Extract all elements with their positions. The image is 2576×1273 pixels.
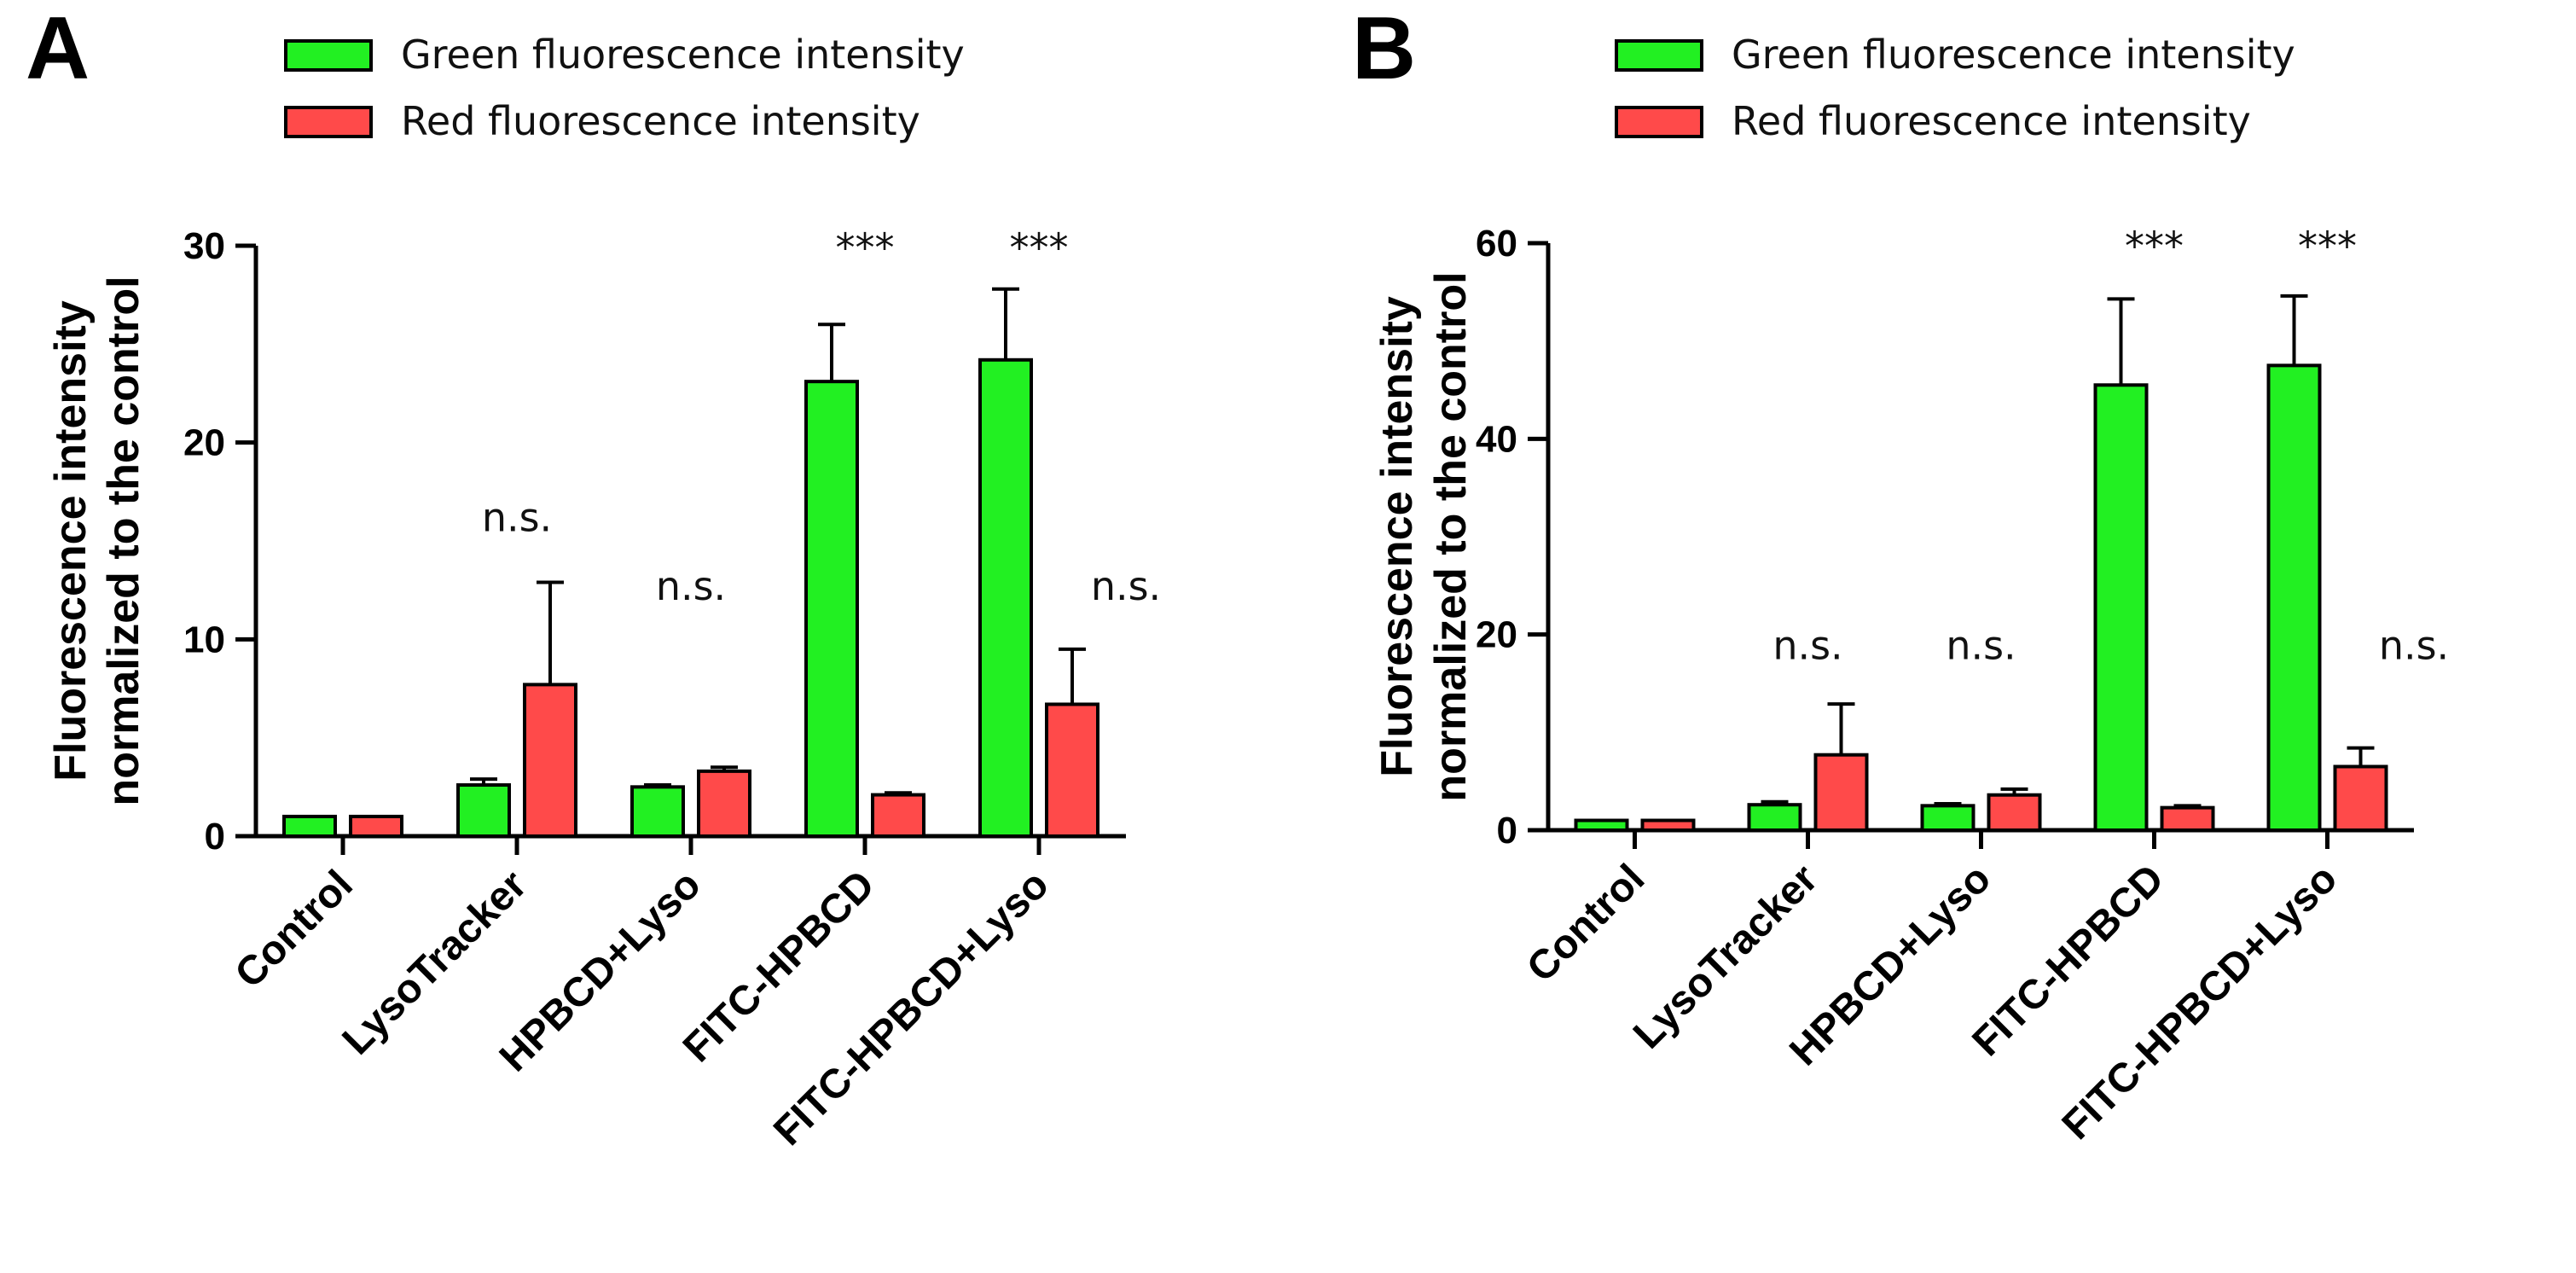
bar-red <box>697 769 751 839</box>
y-axis-label-line2: normalized to the control <box>1426 271 1476 801</box>
y-tick-label: 30 <box>183 225 225 267</box>
bar-green <box>1574 818 1629 832</box>
bar-green <box>804 380 859 839</box>
significance-label: n.s. <box>656 563 726 609</box>
y-tick-label: 10 <box>183 619 225 660</box>
panel-a: A Green fluorescence intensity Red fluores… <box>26 0 1161 1154</box>
legend-label-green: Green fluorescence intensity <box>401 32 965 78</box>
significance-label: *** <box>1010 224 1069 270</box>
y-tick-label: 20 <box>183 422 225 464</box>
bar-red <box>1640 818 1696 832</box>
significance-label: n.s. <box>2379 622 2449 668</box>
panel-letter: B <box>1352 0 1416 98</box>
legend-swatch-red <box>284 106 373 138</box>
significance-label: n.s. <box>1946 622 2016 668</box>
significance-label: n.s. <box>1772 622 1842 668</box>
y-tick-label: 60 <box>1476 223 1517 264</box>
y-axis-label-line1: Fluorescence intensity <box>46 300 96 782</box>
y-tick-label: 20 <box>1476 614 1517 656</box>
x-tick-label: Control <box>1518 856 1653 991</box>
bar-green <box>1920 804 1976 832</box>
legend-swatch-red <box>1615 106 1703 138</box>
significance-label: *** <box>2125 223 2184 269</box>
significance-label: n.s. <box>1091 563 1161 609</box>
y-tick-label: 40 <box>1476 418 1517 460</box>
bar-green <box>282 814 337 839</box>
bar-green <box>630 785 685 838</box>
significance-label: *** <box>836 224 895 270</box>
bar-red <box>1813 753 1869 832</box>
legend-label-red: Red fluorescence intensity <box>401 98 920 144</box>
bar-red <box>2333 764 2388 833</box>
significance-label: n.s. <box>482 494 552 540</box>
bar-red <box>349 814 403 839</box>
x-tick-label: Control <box>227 862 362 997</box>
y-tick-label: 0 <box>205 816 225 857</box>
bar-green <box>1747 803 1802 832</box>
bar-red <box>523 683 577 838</box>
y-axis-label-line2: normalized to the control <box>99 276 148 805</box>
bar-red <box>1987 793 2042 832</box>
bar-green <box>2093 383 2149 832</box>
bar-red <box>2160 805 2215 832</box>
bar-green <box>978 357 1033 838</box>
legend-label-red: Red fluorescence intensity <box>1732 98 2251 144</box>
legend-swatch-green <box>284 39 373 72</box>
panel-b: B Green fluorescence intensity Red fluores… <box>1352 0 2449 1148</box>
panel-letter: A <box>26 0 90 98</box>
y-tick-label: 0 <box>1497 810 1517 852</box>
significance-label: *** <box>2298 223 2357 269</box>
bar-green <box>456 783 511 839</box>
bar-red <box>1045 702 1099 838</box>
legend-swatch-green <box>1615 39 1703 72</box>
bar-green <box>2266 363 2322 833</box>
legend-label-green: Green fluorescence intensity <box>1732 32 2295 78</box>
y-axis-label-line1: Fluorescence intensity <box>1372 296 1422 777</box>
bar-red <box>871 793 925 838</box>
